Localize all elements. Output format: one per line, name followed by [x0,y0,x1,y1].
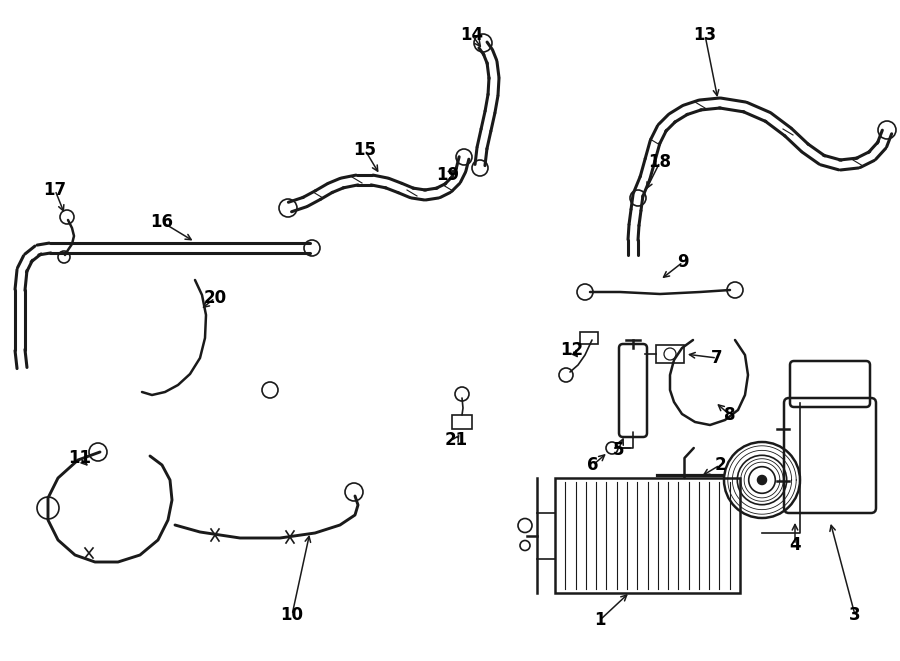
Text: 14: 14 [461,26,483,44]
Text: 18: 18 [649,153,671,171]
Bar [580,332,598,344]
Text: 7: 7 [711,349,723,367]
Text: 16: 16 [150,213,174,231]
Bar [656,345,684,363]
Text: 2: 2 [715,456,725,474]
Bar [555,478,740,593]
Text: 17: 17 [43,181,67,199]
Text: 19: 19 [436,166,460,184]
Text: 3: 3 [850,606,860,624]
Circle shape [758,475,767,485]
Text: 5: 5 [612,441,624,459]
Text: 10: 10 [281,606,303,624]
Text: 6: 6 [587,456,599,474]
Text: 13: 13 [693,26,716,44]
Text: 11: 11 [68,449,92,467]
Text: 21: 21 [445,431,468,449]
Text: 15: 15 [354,141,376,159]
Text: 9: 9 [677,253,688,271]
Text: 8: 8 [724,406,736,424]
Text: 20: 20 [203,289,227,307]
Text: 4: 4 [789,536,801,554]
Bar [452,415,472,429]
Text: 12: 12 [561,341,583,359]
Text: 1: 1 [594,611,606,629]
